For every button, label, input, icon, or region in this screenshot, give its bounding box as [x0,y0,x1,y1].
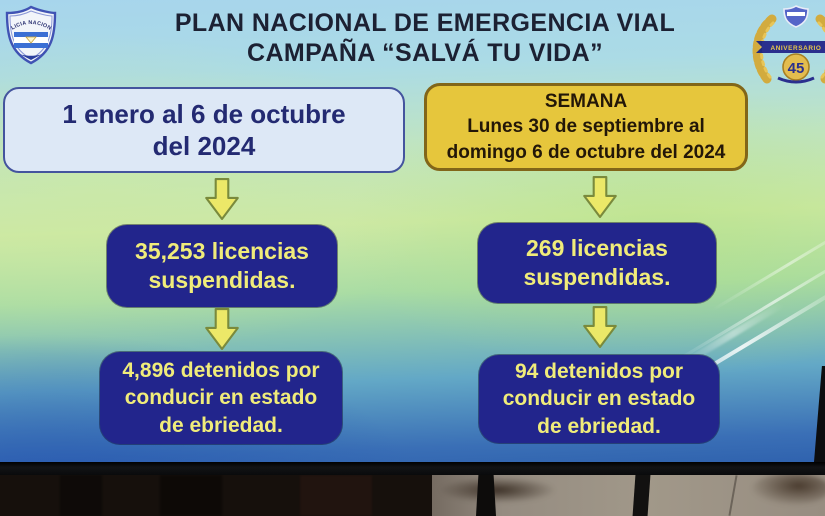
tv-bezel-right [814,366,825,462]
furniture-shadow [300,475,372,516]
down-arrow-icon [578,306,622,348]
decorative-streak [712,215,825,312]
detained-ytd-line1: 4,896 detenidos por [122,359,320,383]
floor-shadow [752,475,825,505]
anniversary-logo: ANIVERSARIO 45 [740,3,825,89]
presentation-slide: POLICIA NACIONAL PLAN NACIONAL DE EMERGE… [0,0,825,463]
tv-stand-leg [476,475,496,516]
anniversary-ribbon-text: ANIVERSARIO [771,45,822,52]
slide-title-line2: CAMPAÑA “SALVÁ TU VIDA” [247,38,603,67]
down-arrow-icon [200,308,244,350]
detained-ytd-line3: de ebriedad. [159,413,283,437]
furniture-shadow [60,475,102,516]
slide-title: PLAN NACIONAL DE EMERGENCIA VIAL CAMPAÑA… [80,9,770,68]
down-arrow-icon [578,176,622,218]
police-badge-logo: POLICIA NACIONAL [0,1,60,65]
period-week-line3: domingo 6 de octubre del 2024 [446,141,726,163]
period-box-ytd: 1 enero al 6 de octubre del 2024 [3,87,405,173]
down-arrow-icon [200,178,244,220]
tv-stand-leg [632,475,651,516]
detained-week-line1: 94 detenidos por [514,360,684,384]
detained-week-line2: conducir en estado [502,387,696,411]
floor-shadow [440,477,555,503]
period-week-line1: SEMANA [544,91,628,113]
detained-ytd-line2: conducir en estado [124,386,318,410]
stat-box-licenses-ytd: 35,253 licencias suspendidas. [107,225,337,307]
stat-box-licenses-week: 269 licencias suspendidas. [478,223,716,303]
floor-area [432,475,825,516]
licenses-ytd-line1: 35,253 licencias [135,238,309,265]
licenses-week-line2: suspendidas. [523,264,671,290]
period-week-line2: Lunes 30 de septiembre al [467,116,705,138]
anniversary-number: 45 [788,60,805,77]
furniture-shadow [160,475,222,516]
detained-week-line3: de ebriedad. [537,414,661,438]
slide-title-line1: PLAN NACIONAL DE EMERGENCIA VIAL [174,9,676,37]
licenses-ytd-line2: suspendidas. [148,267,296,293]
licenses-week-line1: 269 licencias [526,235,668,262]
dark-room-area [0,475,432,516]
anniversary-wreath-icon: ANIVERSARIO 45 [752,5,825,84]
tv-bezel-bottom [0,462,825,475]
police-shield-icon: POLICIA NACIONAL [0,1,57,65]
period-ytd-line1: 1 enero al 6 de octubre [62,98,346,129]
period-box-week: SEMANA Lunes 30 de septiembre al domingo… [424,83,748,171]
room-background [0,475,825,516]
stat-box-detained-week: 94 detenidos por conducir en estado de e… [479,355,719,443]
stat-box-detained-ytd: 4,896 detenidos por conducir en estado d… [100,352,342,444]
period-ytd-line2: del 2024 [152,131,256,161]
floor-seam [728,475,738,516]
